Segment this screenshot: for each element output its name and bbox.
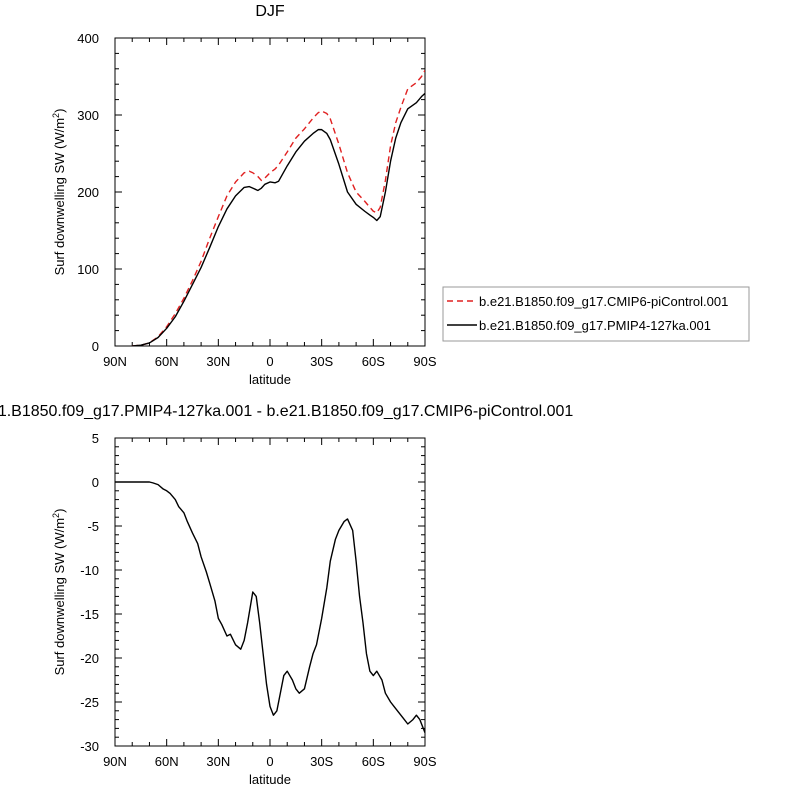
bottom-panel: b.e21.B1850.f09_g17.PMIP4-127ka.001 - b.… [0, 403, 573, 787]
series-line [115, 481, 425, 734]
x-tick-label: 30S [310, 754, 333, 769]
y-tick-label: -5 [87, 519, 99, 534]
series-line-dashed [132, 69, 425, 346]
y-tick-label: 0 [92, 339, 99, 354]
y-axis-label: Surf downwelling SW (W/m2) [51, 109, 67, 276]
x-axis-label: latitude [249, 772, 291, 787]
y-axis-label: Surf downwelling SW (W/m2) [51, 509, 67, 676]
chart-title: DJF [255, 3, 285, 20]
x-tick-label: 90N [103, 754, 127, 769]
chart-title: b.e21.B1850.f09_g17.PMIP4-127ka.001 - b.… [0, 403, 573, 420]
x-tick-label: 30N [206, 754, 230, 769]
x-tick-label: 30N [206, 354, 230, 369]
x-tick-label: 90S [413, 754, 436, 769]
series-line [132, 92, 425, 346]
x-tick-label: 60N [155, 754, 179, 769]
legend: b.e21.B1850.f09_g17.CMIP6-piControl.001b… [442, 286, 750, 342]
y-tick-label: 200 [77, 185, 99, 200]
x-tick-label: 0 [266, 754, 273, 769]
y-tick-label: 300 [77, 108, 99, 123]
plot-frame [114, 437, 426, 747]
y-tick-label: 100 [77, 262, 99, 277]
plot-frame [114, 37, 426, 347]
legend-entry-label: b.e21.B1850.f09_g17.CMIP6-piControl.001 [479, 294, 728, 309]
y-tick-label: -20 [80, 651, 99, 666]
legend-box [442, 286, 750, 342]
top-panel: DJF 90N 60N 30N 0 30S 60S 90S 0 100 200 300 400 latit… [51, 3, 437, 387]
y-tick-label: -15 [80, 607, 99, 622]
y-tick-label: 5 [92, 431, 99, 446]
x-tick-label: 60N [155, 354, 179, 369]
x-tick-label: 60S [362, 354, 385, 369]
legend-entry-label: b.e21.B1850.f09_g17.PMIP4-127ka.001 [479, 318, 711, 333]
x-tick-label: 90N [103, 354, 127, 369]
x-tick-label: 0 [266, 354, 273, 369]
y-tick-label: -25 [80, 695, 99, 710]
x-axis-label: latitude [249, 372, 291, 387]
x-tick-label: 90S [413, 354, 436, 369]
x-tick-label: 60S [362, 754, 385, 769]
y-tick-label: -10 [80, 563, 99, 578]
y-tick-label: -30 [80, 739, 99, 754]
y-tick-label: 0 [92, 475, 99, 490]
y-tick-label: 400 [77, 31, 99, 46]
x-tick-label: 30S [310, 354, 333, 369]
